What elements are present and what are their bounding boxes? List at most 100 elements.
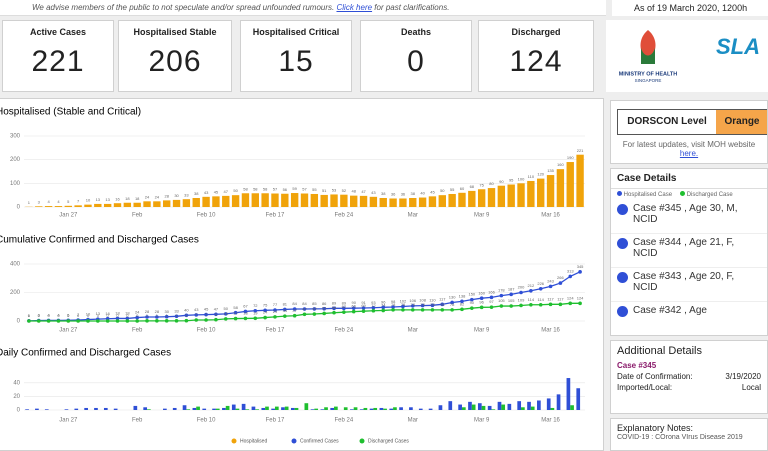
bar bbox=[353, 407, 358, 410]
bar bbox=[537, 178, 545, 207]
data-label: 78 bbox=[430, 302, 435, 307]
bar bbox=[556, 394, 561, 410]
bar bbox=[294, 407, 299, 410]
bar bbox=[35, 206, 43, 207]
kpi-label: Deaths bbox=[400, 27, 431, 37]
data-label: 67 bbox=[243, 304, 248, 309]
data-label: 18 bbox=[135, 196, 140, 201]
data-label: 33 bbox=[184, 192, 189, 197]
bar bbox=[418, 408, 423, 410]
data-label: 114 bbox=[538, 297, 545, 302]
bar bbox=[438, 405, 443, 410]
bar bbox=[64, 409, 69, 410]
data-label: 45 bbox=[214, 189, 219, 194]
bar bbox=[550, 407, 555, 410]
data-label: 75 bbox=[479, 182, 484, 187]
point bbox=[489, 305, 494, 309]
point bbox=[233, 310, 238, 315]
as-of: As of 19 March 2020, 1200h bbox=[612, 0, 768, 16]
point bbox=[125, 316, 130, 321]
y-tick-label: 200 bbox=[10, 157, 21, 163]
data-label: 28 bbox=[164, 193, 169, 198]
point bbox=[184, 313, 189, 318]
point bbox=[558, 281, 563, 285]
case-text: Case #345 , Age 30, M, NCID bbox=[633, 203, 738, 225]
point bbox=[342, 306, 346, 311]
point bbox=[479, 296, 484, 301]
point bbox=[66, 319, 71, 323]
point bbox=[430, 303, 435, 308]
bar bbox=[468, 401, 472, 410]
panel-title: Case Details bbox=[611, 169, 767, 189]
bar bbox=[556, 169, 565, 207]
point bbox=[96, 319, 100, 323]
x-tick-label: Mar 9 bbox=[474, 213, 490, 219]
chart-title: Hospitalised (Stable and Critical) bbox=[0, 107, 141, 118]
data-label: 81 bbox=[283, 302, 288, 307]
data-label: 30 bbox=[164, 309, 169, 314]
data-label: 130 bbox=[449, 295, 456, 300]
data-label: 52 bbox=[342, 188, 347, 193]
data-label: 1 bbox=[166, 313, 169, 318]
bar bbox=[84, 407, 88, 410]
bar bbox=[487, 405, 492, 410]
bar bbox=[517, 183, 525, 207]
bar bbox=[290, 407, 295, 410]
bar bbox=[182, 199, 191, 207]
bar bbox=[103, 203, 112, 207]
data-label: 13 bbox=[96, 311, 101, 316]
y-tick-label: 200 bbox=[10, 290, 21, 296]
legend-label: Hospitalised bbox=[240, 438, 267, 444]
data-label: 82 bbox=[460, 301, 465, 306]
bar bbox=[215, 408, 220, 410]
data-label: 221 bbox=[577, 148, 584, 153]
data-label: 50 bbox=[224, 306, 229, 311]
data-label: 89 bbox=[342, 300, 347, 305]
bar bbox=[324, 407, 328, 410]
bar bbox=[74, 408, 79, 410]
bar bbox=[192, 407, 197, 410]
bar bbox=[310, 193, 319, 207]
data-label: 13 bbox=[105, 197, 110, 202]
x-tick-label: Feb 17 bbox=[266, 213, 285, 219]
bar bbox=[527, 180, 535, 207]
data-label: 43 bbox=[194, 307, 199, 312]
point bbox=[125, 319, 130, 323]
bar bbox=[290, 193, 299, 207]
bar bbox=[369, 196, 378, 207]
point bbox=[86, 319, 90, 323]
explanatory-notes: Explanatory Notes: COVID-19 : COrona VIr… bbox=[610, 418, 768, 451]
data-label: 90 bbox=[351, 300, 356, 305]
y-tick-label: 0 bbox=[17, 205, 21, 211]
data-label: 66 bbox=[351, 304, 356, 309]
chart-title: Cumulative Confirmed and Discharged Case… bbox=[0, 235, 199, 246]
data-label: 43 bbox=[371, 190, 376, 195]
data-label: 75 bbox=[263, 302, 268, 307]
bar bbox=[192, 198, 200, 207]
point bbox=[322, 311, 326, 316]
additional-details: Additional Details Case #345 Date of Con… bbox=[610, 340, 768, 414]
data-label: 45 bbox=[204, 307, 209, 312]
data-label: 47 bbox=[224, 189, 229, 194]
point bbox=[391, 305, 395, 309]
point bbox=[36, 319, 41, 323]
point bbox=[145, 319, 149, 323]
bar bbox=[143, 201, 151, 207]
bar bbox=[517, 401, 522, 410]
chart-title: Daily Confirmed and Discharged Cases bbox=[0, 348, 171, 359]
note-link[interactable]: here. bbox=[679, 149, 699, 158]
point bbox=[174, 314, 179, 319]
data-label: 187 bbox=[508, 286, 515, 291]
bar bbox=[54, 206, 63, 207]
bar bbox=[393, 407, 397, 410]
banner-link[interactable]: Click here bbox=[336, 3, 373, 12]
data-label: 16 bbox=[115, 196, 120, 201]
notes-text: COVID-19 : COrona VIrus Disease 2019 bbox=[617, 434, 743, 441]
bar bbox=[497, 185, 506, 207]
data-label: 5 bbox=[67, 199, 70, 204]
point bbox=[460, 299, 464, 304]
data-label: 345 bbox=[577, 264, 584, 269]
point bbox=[430, 308, 435, 312]
bar bbox=[64, 205, 72, 207]
case-dot bbox=[617, 306, 628, 317]
